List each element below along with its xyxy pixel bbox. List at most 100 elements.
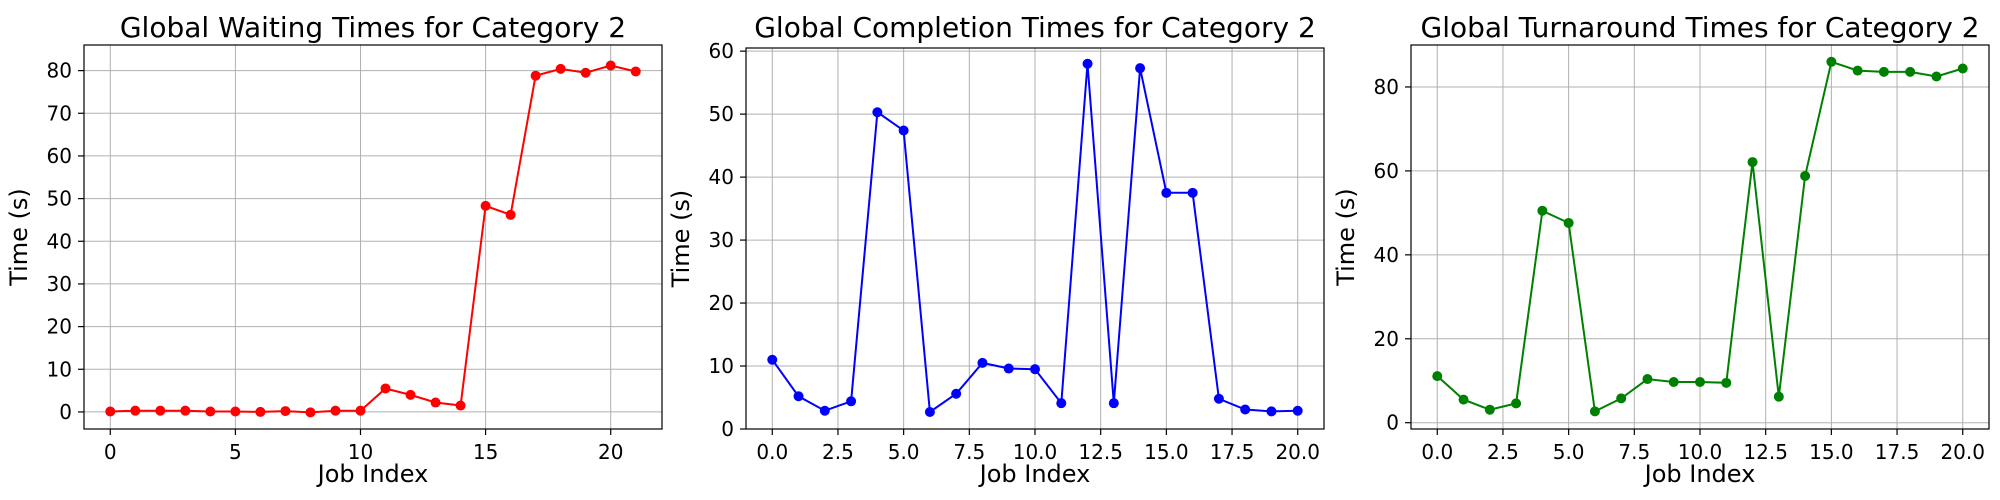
- data-point: [580, 67, 591, 78]
- x-tick-label: 17.5: [1210, 440, 1255, 464]
- data-point: [898, 125, 909, 136]
- data-point: [355, 405, 366, 416]
- data-point: [1695, 376, 1705, 387]
- data-point: [405, 389, 416, 400]
- x-tick-label: 10.0: [1678, 440, 1723, 464]
- data-point: [430, 397, 441, 408]
- x-axis-label: Job Index: [316, 460, 429, 488]
- data-point: [1668, 376, 1679, 387]
- x-tick-label: 0: [104, 440, 117, 464]
- chart-title: Global Waiting Times for Category 2: [120, 11, 626, 44]
- data-point: [1747, 157, 1758, 168]
- data-point: [1030, 364, 1040, 375]
- x-tick-label: 20.0: [1275, 440, 1320, 464]
- data-point: [1432, 371, 1443, 382]
- y-tick-label: 20: [1374, 327, 1399, 351]
- data-point: [1563, 217, 1574, 228]
- data-point: [480, 200, 491, 211]
- plot-frame: [83, 44, 663, 430]
- x-tick-label: 20.0: [1940, 440, 1985, 464]
- x-axis-label: Job Index: [978, 460, 1091, 488]
- y-tick-label: 10: [709, 354, 734, 378]
- series-line: [110, 64, 636, 414]
- x-tick-label: 7.5: [1618, 440, 1650, 464]
- x-tick-label: 2.5: [822, 440, 854, 464]
- data-point: [380, 383, 391, 394]
- x-tick-label: 10.0: [1013, 440, 1058, 464]
- data-point: [505, 209, 516, 220]
- x-tick-label: 10: [348, 440, 373, 464]
- chart-title: Global Completion Times for Category 2: [754, 11, 1316, 44]
- x-tick-label: 2.5: [1487, 440, 1519, 464]
- y-tick-label: 50: [47, 187, 72, 211]
- data-point: [130, 405, 141, 416]
- x-tick-label: 20: [598, 440, 623, 464]
- y-tick-label: 30: [47, 272, 72, 296]
- y-tick-label: 10: [47, 357, 72, 381]
- data-point: [330, 405, 341, 416]
- data-point: [305, 407, 316, 418]
- data-point: [1135, 63, 1146, 74]
- y-tick-label: 0: [1386, 411, 1399, 435]
- data-point: [1931, 71, 1942, 82]
- data-point: [230, 406, 241, 417]
- data-point: [1957, 63, 1968, 74]
- data-point: [1187, 187, 1198, 198]
- data-point: [1852, 65, 1863, 76]
- data-point: [1161, 187, 1172, 198]
- y-tick-label: 60: [709, 39, 734, 63]
- data-point: [1213, 393, 1224, 404]
- data-point: [1240, 404, 1251, 415]
- data-point: [105, 406, 116, 417]
- data-point: [255, 406, 266, 417]
- data-point: [155, 405, 166, 416]
- y-tick-label: 40: [709, 165, 734, 189]
- data-point: [1773, 391, 1784, 402]
- data-point: [1878, 66, 1889, 77]
- data-point: [793, 391, 804, 402]
- data-point: [530, 70, 541, 81]
- data-point: [819, 405, 830, 416]
- y-axis-label: Time (s): [5, 188, 33, 287]
- data-point: [180, 405, 191, 416]
- y-axis-label: Time (s): [1332, 188, 1360, 287]
- chart-panel-3: 0.0 2.5 5.0 7.5 10.0 12.5 15.0 17.5 20.0 0 20 40 60 8…: [1332, 11, 1990, 488]
- data-point: [1003, 363, 1014, 374]
- data-point: [1108, 398, 1119, 409]
- x-tick-label: 7.5: [953, 440, 985, 464]
- y-tick-label: 40: [47, 229, 72, 253]
- x-tick-label: 5: [229, 440, 242, 464]
- data-point: [1484, 404, 1495, 415]
- x-tick-label: 15.0: [1809, 440, 1854, 464]
- x-tick-label: 15: [473, 440, 498, 464]
- y-tick-label: 70: [47, 101, 72, 125]
- x-axis-label: Job Index: [1643, 460, 1756, 488]
- data-point: [605, 60, 616, 71]
- data-point: [1292, 405, 1303, 416]
- y-tick-label: 20: [709, 291, 734, 315]
- x-tick-label: 17.5: [1875, 440, 1920, 464]
- data-point: [1056, 398, 1067, 409]
- y-tick-label: 20: [47, 315, 72, 339]
- data-point: [280, 406, 291, 417]
- y-tick-label: 60: [47, 144, 72, 168]
- x-tick-label: 0.0: [756, 440, 788, 464]
- data-point: [455, 400, 466, 411]
- x-tick-label: 12.5: [1078, 440, 1123, 464]
- data-point: [555, 63, 566, 74]
- chart-panel-1: 0 5 10 15 20 0 10 20 30 40 50 60 70 80 Global Waiting …: [5, 11, 663, 488]
- data-point: [767, 354, 778, 365]
- data-point: [846, 396, 857, 407]
- data-point: [1266, 406, 1277, 417]
- data-point: [1082, 58, 1093, 69]
- y-axis-label: Time (s): [667, 190, 695, 289]
- data-point: [1458, 394, 1469, 405]
- data-point: [977, 357, 988, 368]
- data-point: [1800, 170, 1811, 181]
- data-point: [1511, 398, 1522, 409]
- chart-title: Global Turnaround Times for Category 2: [1421, 11, 1980, 44]
- data-point: [872, 107, 883, 118]
- data-point: [630, 66, 641, 77]
- data-point: [205, 406, 216, 417]
